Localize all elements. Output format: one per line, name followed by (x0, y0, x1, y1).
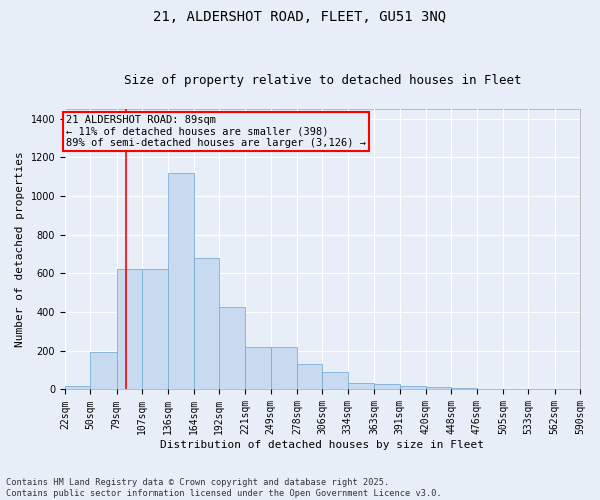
Bar (142, 268, 168, 390)
Text: 21 ALDERSHOT ROAD: 89sqm
← 11% of detached houses are smaller (398)
89% of semi-: 21 ALDERSHOT ROAD: 89sqm ← 11% of detach… (66, 115, 366, 148)
Bar (219, 308, 245, 390)
Bar (245, 347, 271, 390)
Bar (476, 388, 503, 390)
Bar (297, 364, 322, 390)
Bar (271, 347, 297, 390)
X-axis label: Distribution of detached houses by size in Fleet: Distribution of detached houses by size … (160, 440, 484, 450)
Bar (374, 384, 400, 390)
Bar (168, 173, 194, 390)
Bar (322, 372, 348, 390)
Bar (116, 268, 142, 390)
Text: Contains HM Land Registry data © Crown copyright and database right 2025.
Contai: Contains HM Land Registry data © Crown c… (6, 478, 442, 498)
Bar (426, 387, 451, 390)
Bar (65, 386, 90, 390)
Title: Size of property relative to detached houses in Fleet: Size of property relative to detached ho… (124, 74, 521, 87)
Y-axis label: Number of detached properties: Number of detached properties (15, 152, 25, 347)
Bar (90, 352, 116, 390)
Bar (451, 388, 476, 390)
Text: 21, ALDERSHOT ROAD, FLEET, GU51 3NQ: 21, ALDERSHOT ROAD, FLEET, GU51 3NQ (154, 10, 446, 24)
Bar (348, 382, 374, 390)
Bar (400, 386, 426, 390)
Bar (194, 258, 219, 390)
